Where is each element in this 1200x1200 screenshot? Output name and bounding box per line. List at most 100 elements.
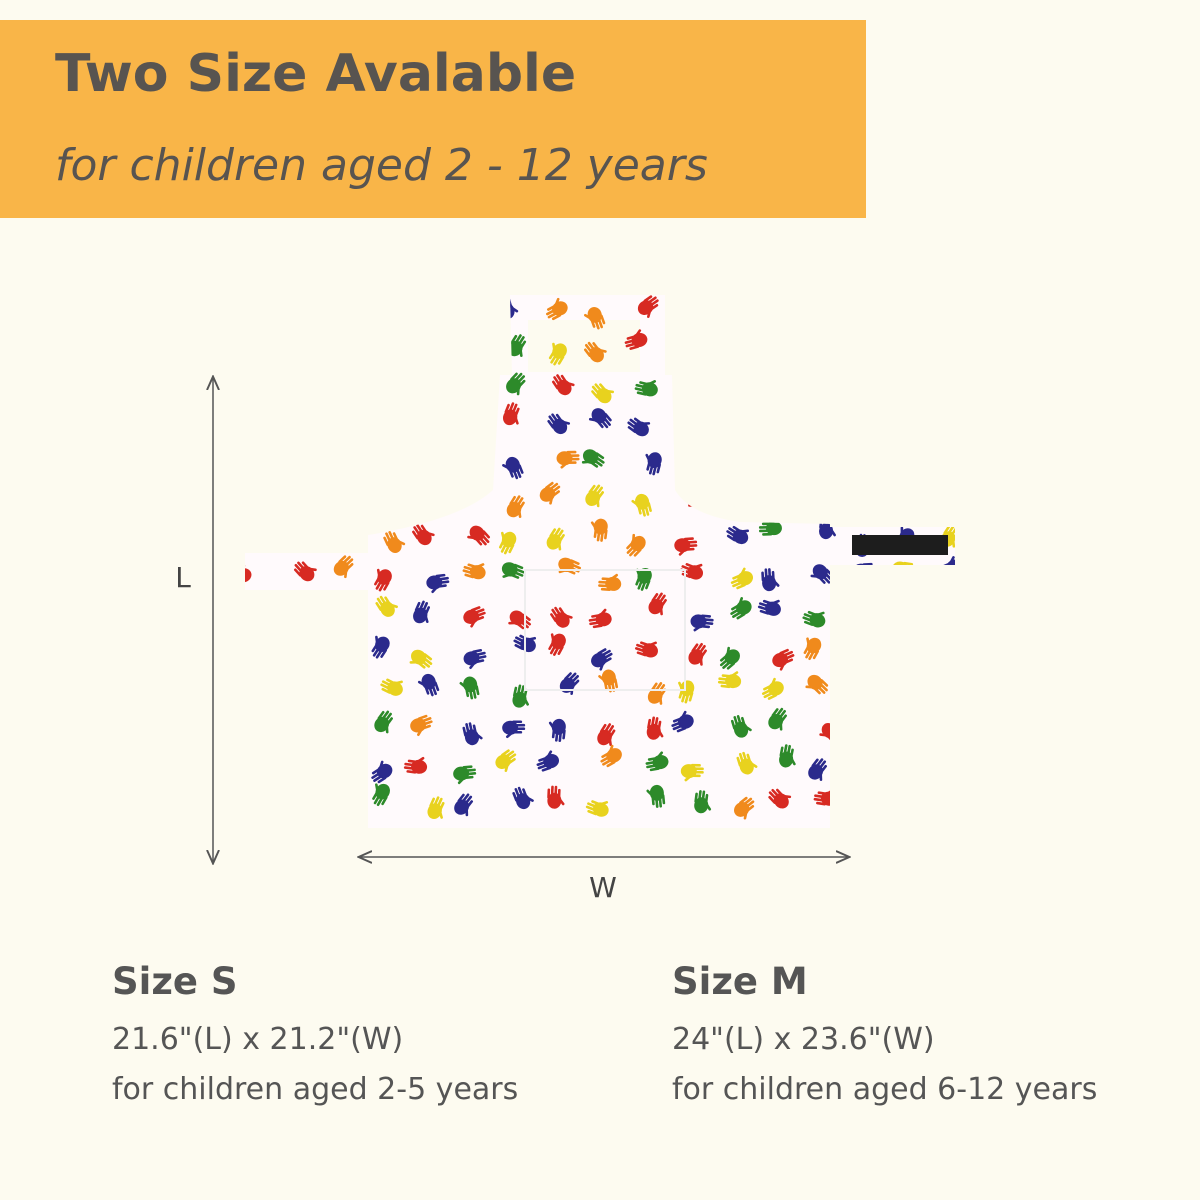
handprint bbox=[757, 599, 781, 616]
handprint bbox=[775, 421, 799, 442]
handprint bbox=[467, 525, 490, 546]
handprint bbox=[645, 751, 669, 772]
handprint bbox=[769, 297, 793, 315]
handprint bbox=[413, 600, 430, 624]
handprint bbox=[512, 684, 529, 708]
handprint bbox=[900, 452, 921, 475]
handprint bbox=[410, 714, 433, 737]
handprint bbox=[770, 372, 794, 391]
handprint bbox=[381, 454, 398, 478]
size-m: Size M 24"(L) x 23.6"(W) for children ag… bbox=[672, 960, 1097, 1122]
handprint bbox=[284, 641, 308, 659]
handprint bbox=[245, 299, 261, 322]
handprint bbox=[550, 606, 573, 628]
size-age: for children aged 6-12 years bbox=[672, 1072, 1098, 1107]
handprint bbox=[558, 557, 582, 575]
subtitle: for children aged 2 - 12 years bbox=[55, 140, 708, 191]
handprint bbox=[333, 555, 354, 579]
handprint bbox=[951, 420, 955, 433]
handprint bbox=[285, 297, 303, 320]
handprint bbox=[278, 342, 302, 362]
apron bbox=[245, 295, 955, 828]
handprint bbox=[406, 483, 427, 507]
handprint bbox=[245, 724, 263, 746]
handprint bbox=[463, 606, 486, 628]
handprint bbox=[770, 452, 789, 476]
handprint bbox=[426, 573, 450, 594]
handprint bbox=[802, 610, 826, 628]
handprint bbox=[761, 677, 784, 700]
handprint bbox=[253, 410, 270, 435]
handprint bbox=[758, 517, 782, 536]
handprint bbox=[427, 796, 445, 819]
handprint bbox=[936, 442, 955, 461]
handprint bbox=[855, 713, 879, 734]
handprint bbox=[506, 495, 525, 519]
handprint bbox=[847, 759, 871, 778]
handprint bbox=[734, 796, 755, 820]
banner bbox=[0, 20, 866, 218]
handprint bbox=[507, 334, 527, 357]
handprint bbox=[250, 492, 268, 516]
handprint bbox=[859, 786, 884, 804]
handprint bbox=[718, 304, 738, 328]
handprint bbox=[548, 342, 567, 366]
handprint bbox=[637, 295, 659, 318]
handprint bbox=[945, 329, 955, 350]
size-age: for children aged 2-5 years bbox=[112, 1072, 519, 1107]
handprint bbox=[802, 488, 825, 511]
handprint bbox=[770, 486, 791, 510]
length-label: L bbox=[175, 561, 191, 594]
handprint bbox=[245, 451, 257, 475]
handprint bbox=[502, 456, 524, 480]
handprint bbox=[591, 648, 613, 671]
handprint bbox=[627, 417, 651, 437]
handprint bbox=[820, 409, 839, 433]
handprint bbox=[906, 595, 927, 619]
handprint bbox=[680, 410, 704, 429]
handprint bbox=[680, 763, 704, 782]
handprint bbox=[461, 371, 478, 396]
handprint bbox=[634, 641, 658, 658]
handprint bbox=[277, 417, 301, 437]
handprint bbox=[286, 525, 304, 549]
handprint bbox=[245, 371, 261, 395]
handprint bbox=[719, 646, 740, 670]
handprint bbox=[678, 680, 695, 704]
handprint bbox=[600, 744, 622, 768]
handprint bbox=[729, 414, 753, 434]
handprint bbox=[245, 796, 253, 815]
handprint bbox=[947, 597, 955, 616]
handprint bbox=[892, 635, 914, 659]
handprint bbox=[943, 685, 955, 703]
handprint bbox=[547, 413, 571, 435]
handprint bbox=[546, 527, 565, 551]
handprint bbox=[860, 442, 879, 465]
handprint bbox=[585, 800, 609, 817]
handprint bbox=[364, 380, 383, 403]
size-name: Size M bbox=[672, 960, 808, 1003]
handprint bbox=[597, 723, 616, 746]
handprint bbox=[588, 408, 612, 429]
handprint bbox=[245, 760, 260, 783]
handprint bbox=[631, 493, 652, 517]
handprint bbox=[454, 295, 476, 312]
handprint bbox=[694, 790, 712, 814]
handprint bbox=[372, 783, 390, 807]
size-dimensions: 24"(L) x 23.6"(W) bbox=[672, 1022, 935, 1057]
handprint bbox=[951, 759, 955, 774]
handprint bbox=[462, 563, 486, 580]
handprint bbox=[336, 343, 360, 361]
handprint bbox=[864, 644, 888, 661]
handprint bbox=[453, 765, 477, 785]
handprint bbox=[890, 488, 914, 506]
handprint bbox=[501, 562, 525, 579]
handprint bbox=[598, 573, 622, 591]
handprint bbox=[245, 595, 251, 619]
handprint bbox=[373, 329, 397, 348]
handprint bbox=[845, 295, 868, 318]
handprint bbox=[585, 484, 604, 508]
handprint bbox=[890, 792, 914, 809]
handprint bbox=[954, 791, 955, 801]
handprint bbox=[584, 307, 606, 330]
